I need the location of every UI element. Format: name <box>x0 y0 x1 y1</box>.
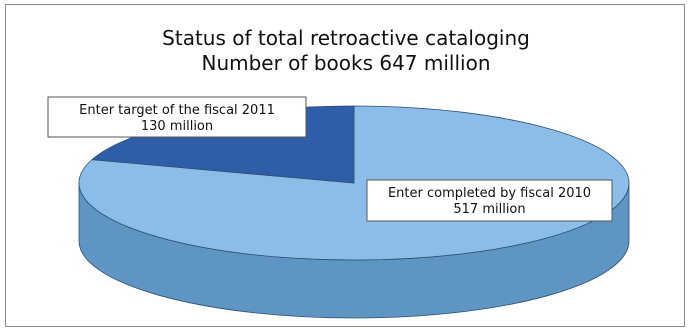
slice-label-box-0 <box>366 179 613 222</box>
slice-label-0: Enter completed by fiscal 2010 <box>388 186 591 201</box>
slice-value-label-1: 130 million <box>141 119 213 134</box>
slice-label-1: Enter target of the fiscal 2011 <box>79 103 275 118</box>
slice-label-box-1 <box>47 96 307 138</box>
chart-subtitle: Number of books 647 million <box>201 51 491 75</box>
slice-value-label-0: 517 million <box>453 202 525 217</box>
chart-title: Status of total retroactive cataloging <box>162 26 530 50</box>
